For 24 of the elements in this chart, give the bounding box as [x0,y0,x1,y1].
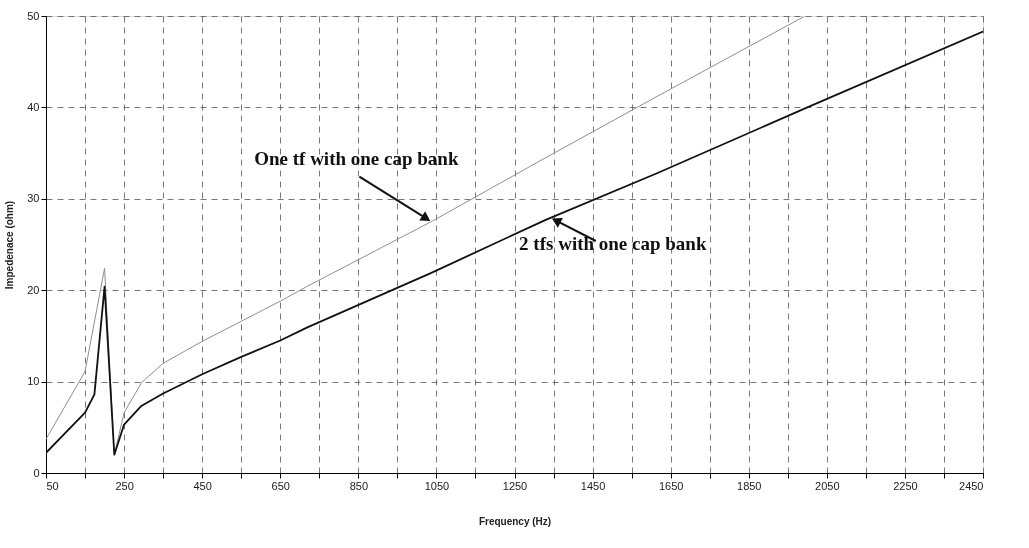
annotation: One tf with one cap bank [254,147,459,169]
y-tick-label: 20 [27,283,40,296]
x-tick-label: 250 [115,479,134,492]
y-tick-label: 30 [27,192,40,205]
x-axis-title: Frequency (Hz) [478,515,552,527]
y-tick-label: 10 [27,375,40,388]
x-tick-label: 50 [46,479,59,492]
x-tick-label: 450 [193,479,212,492]
x-tick-label: 1250 [502,479,528,492]
x-tick-label: 1850 [737,479,762,492]
y-tick-label: 40 [27,100,40,113]
x-tick-label: 850 [349,479,369,492]
annotation: 2 tfs with one cap bank [519,232,707,254]
x-tick-label: 650 [271,479,290,492]
x-tick-label: 1450 [580,479,606,492]
line-series [46,30,983,456]
x-tick-label: 2450 [959,479,984,492]
y-axis-title: Impedenace (ohm) [4,200,16,290]
y-tick-label: 50 [27,9,40,22]
x-tick-label: 1650 [658,479,684,492]
x-tick-label: 1050 [424,479,450,492]
x-tick-label: 2050 [815,479,840,492]
x-tick-label: 2250 [893,479,918,492]
y-tick-label: 0 [33,466,40,479]
